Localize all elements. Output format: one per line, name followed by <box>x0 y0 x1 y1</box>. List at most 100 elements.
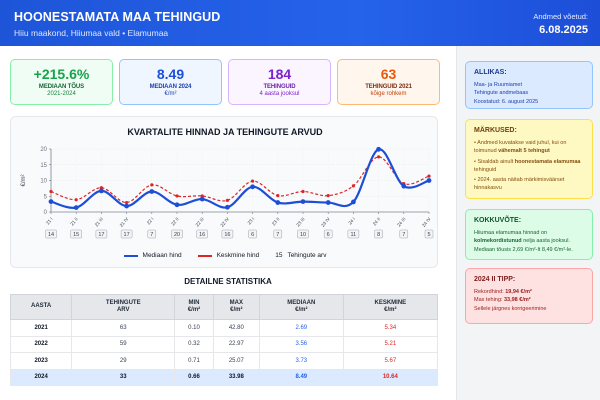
deal-count-label: 6 <box>251 232 254 238</box>
x-tick-label: 23 III <box>295 216 305 227</box>
series-line-median <box>50 148 430 209</box>
legend-median-label: Mediaan hind <box>142 252 182 259</box>
notes-text: • Andmed kuvatakse vaid juhul, kui on to… <box>474 139 584 193</box>
col-header-max: MAX €/m² <box>212 294 260 320</box>
chart-title: KVARTALITE HINNAD JA TEHINGUTE ARVUD <box>127 127 323 137</box>
col-header-median: MEDIAAN €/m² <box>258 294 344 320</box>
deal-count-label: 6 <box>327 232 330 238</box>
deal-count-label: 7 <box>150 232 153 238</box>
x-tick-label: 22 II <box>170 216 180 226</box>
col-header-year: AASTA <box>9 294 73 320</box>
cell-median: 2.69 <box>258 319 344 337</box>
col-header-mean: KESKMINE €/m² <box>342 294 439 320</box>
point-mean <box>427 174 431 178</box>
point-median <box>48 199 54 205</box>
x-tick-label: 23 IV <box>320 216 331 228</box>
point-mean <box>251 179 255 183</box>
series-line-mean <box>50 156 430 204</box>
cell-median: 3.56 <box>258 335 344 353</box>
peak-text: Rekordhind: 19,94 €/m² Max tehing: 33,98… <box>474 288 584 313</box>
point-median <box>426 178 432 183</box>
stats-title: DETAILNE STATISTIKA <box>184 277 272 286</box>
kpi-median-growth: +215.6% MEDIAAN TÕUS 2021-2024 <box>10 59 113 105</box>
deal-count-label: 20 <box>174 232 180 238</box>
kpi-label: TEHINGUID 2021 <box>365 84 412 90</box>
x-tick-label: 21 II <box>69 216 79 226</box>
cell-year: 2021 <box>9 319 73 337</box>
cell-count: 59 <box>71 335 176 353</box>
cell-mean: 5.21 <box>342 335 439 353</box>
chart-canvas: 0 5 10 15 20 21 I 14 21 II 15 21 III 17 21 IV 17 22 I… <box>21 146 434 239</box>
chart-legend: Mediaan hind Keskmine hind 15 Tehingute … <box>11 252 439 259</box>
legend-mean-swatch <box>197 254 212 257</box>
deal-count-badge <box>45 229 57 239</box>
point-median <box>250 184 256 190</box>
deal-count-label: 16 <box>199 232 205 238</box>
cell-mean: 10.64 <box>342 368 439 386</box>
col-header-count: TEHINGUTE ARV <box>71 294 176 320</box>
deal-count-badge <box>424 229 434 239</box>
note-item: • Andmed kuvatakse vaid juhul, kui on to… <box>474 140 567 155</box>
summary-title: KOKKUVÕTE: <box>474 217 522 224</box>
deal-count-label: 10 <box>300 232 306 238</box>
x-tick-label: 22 III <box>195 216 205 227</box>
page-title: HOONESTAMATA MAA TEHINGUD <box>14 10 221 24</box>
cell-count: 29 <box>71 352 176 370</box>
point-mean <box>74 198 78 202</box>
point-median <box>376 146 381 152</box>
peak-line: Rekordhind: 19,94 €/m² <box>474 289 532 295</box>
kpi-value: 184 <box>267 66 292 82</box>
source-title: ALLIKAS: <box>474 69 507 76</box>
point-median <box>149 189 155 194</box>
kpi-value: +215.6% <box>33 66 90 82</box>
kpi-sub: 2021-2024 <box>47 91 76 97</box>
point-median <box>199 196 205 202</box>
source-text: Maa- ja Ruumiamet Tehingute andmebaas Ko… <box>474 81 584 106</box>
y-tick-label: 20 <box>40 147 47 153</box>
main-panel: +215.6% MEDIAAN TÕUS 2021-2024 8.49 MEDI… <box>0 46 456 400</box>
point-median <box>351 199 356 205</box>
deal-count-badge <box>70 229 82 239</box>
peak-line: Sellele järgnes korrigeerimine <box>474 305 547 312</box>
note-item: • 2024. aasta näitab märkimisväärset hin… <box>474 177 565 192</box>
header: HOONESTAMATA MAA TEHINGUD Hiiu maakond, … <box>0 0 600 46</box>
x-tick-label: 21 IV <box>119 216 130 228</box>
kpi-sub: 4 aasta jooksul <box>259 91 300 97</box>
legend-mean-label: Keskmine hind <box>216 252 260 259</box>
cell-count: 33 <box>71 368 176 386</box>
y-axis-label: €/m² <box>21 174 27 186</box>
x-tick-label: 24 IV <box>421 216 432 228</box>
kpi-value: 8.49 <box>156 66 185 82</box>
quarterly-chart: KVARTALITE HINNAD JA TEHINGUTE ARVUD 0 5 1… <box>10 116 438 268</box>
point-median <box>174 202 180 208</box>
deal-count-label: 7 <box>402 232 405 238</box>
table-row: 2023 29 0.71 25.07 3.73 5.67 <box>9 352 439 370</box>
deal-count-badge <box>273 229 283 239</box>
point-mean <box>301 189 305 194</box>
cell-min: 0.10 <box>174 319 214 337</box>
table-row: 2022 59 0.32 22.97 3.56 5.21 <box>9 335 439 353</box>
point-mean <box>175 194 179 198</box>
peak-title: 2024 II TIPP: <box>474 276 516 283</box>
legend-count: 15 Tehingute arv <box>275 252 326 259</box>
deal-count-label: 17 <box>98 232 104 238</box>
cell-count: 63 <box>71 319 176 337</box>
notes-card: MÄRKUSED: • Andmed kuvatakse vaid juhul,… <box>465 119 593 199</box>
deal-count-badge <box>120 229 133 239</box>
cell-min: 0.71 <box>174 352 214 370</box>
point-mean <box>326 194 330 198</box>
point-median <box>73 205 79 210</box>
table-row-highlighted: 2024 33 0.66 33.98 8.49 10.64 <box>9 368 439 386</box>
peak-line: Max tehing: 33,98 €/m² <box>474 297 531 304</box>
sidebar: ALLIKAS: Maa- ja Ruumiamet Tehingute and… <box>456 46 600 400</box>
deal-count-label: 17 <box>124 232 130 238</box>
deal-count-label: 15 <box>73 232 79 238</box>
point-mean <box>150 183 154 187</box>
x-tick-label: 21 III <box>94 216 104 227</box>
deal-count-label: 8 <box>377 232 380 238</box>
legend-median-swatch <box>123 254 138 257</box>
cell-year: 2022 <box>9 335 73 353</box>
point-mean <box>351 184 355 188</box>
source-line: Tehingute andmebaas <box>474 90 529 97</box>
cell-max: 33.98 <box>212 368 260 386</box>
